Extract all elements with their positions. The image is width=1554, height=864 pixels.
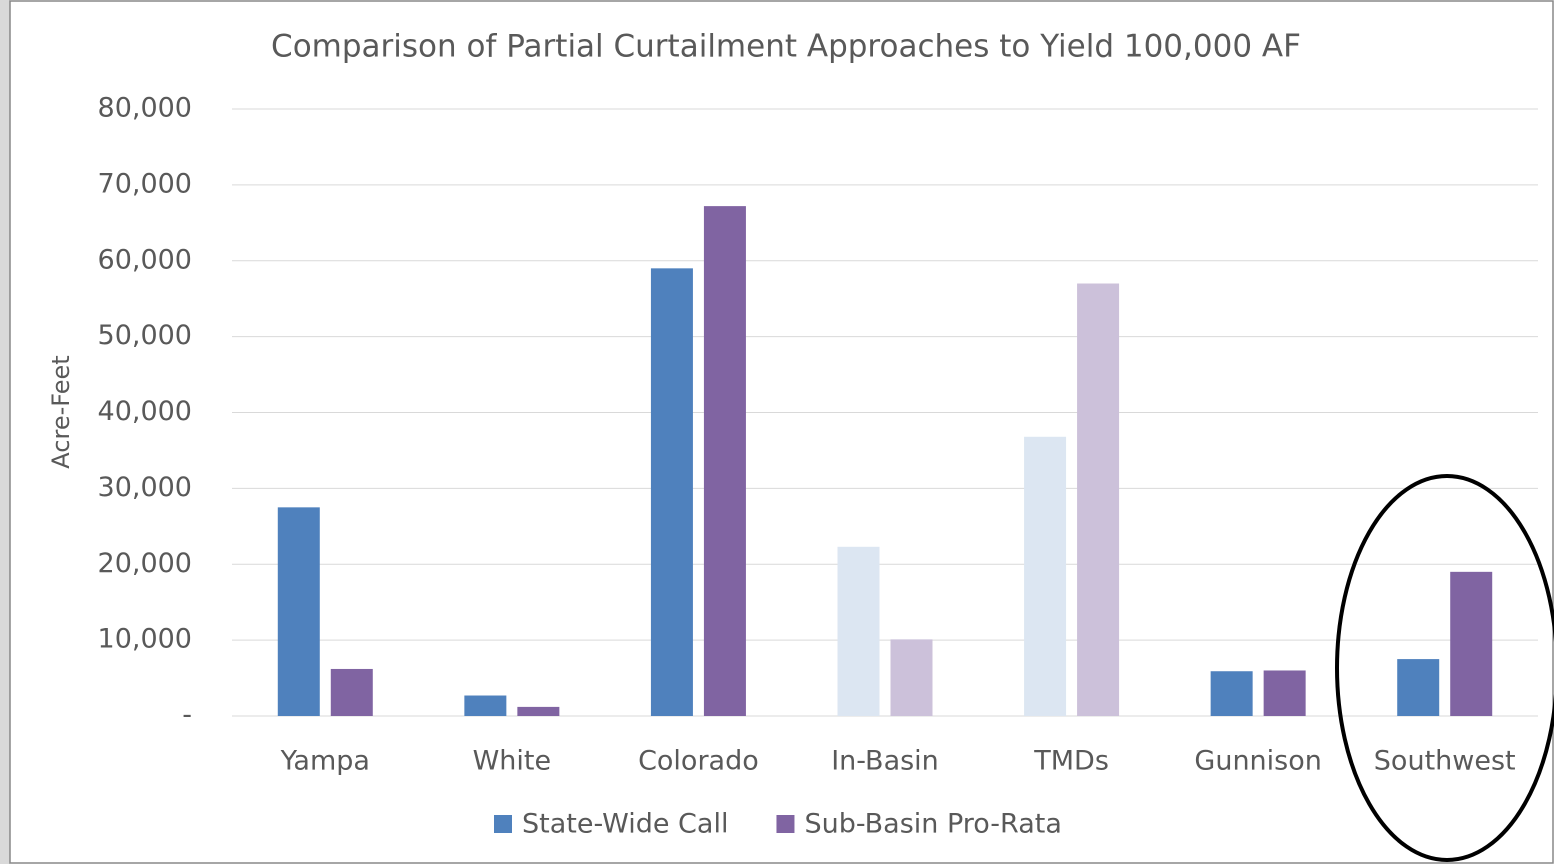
bar [517, 706, 560, 716]
y-tick-label: 70,000 [98, 168, 192, 199]
y-axis-title: Acre-Feet [47, 355, 75, 468]
grid [232, 108, 1538, 717]
highlight-ellipse [1335, 474, 1554, 862]
left-edge [0, 0, 10, 864]
x-tick-label: Colorado [638, 746, 759, 777]
bar [650, 268, 693, 716]
bar [330, 668, 373, 716]
bars [277, 206, 1493, 716]
x-tick-label: Yampa [280, 746, 370, 777]
legend-label: State-Wide Call [522, 809, 728, 840]
bar [1210, 671, 1253, 716]
y-tick-label: 10,000 [98, 624, 192, 655]
x-tick-label: Southwest [1374, 746, 1516, 777]
bar [1263, 670, 1306, 716]
legend-swatch [776, 815, 795, 833]
bar [277, 507, 320, 716]
x-tick-label: TMDs [1033, 746, 1109, 777]
y-tick-label: - [182, 700, 192, 731]
y-tick-label: 20,000 [98, 548, 192, 579]
x-tick-label: In-Basin [831, 746, 939, 777]
bar [1024, 436, 1067, 716]
legend-swatch [494, 815, 512, 833]
chart-frame [9, 0, 1554, 864]
bar [703, 206, 746, 716]
bar [1450, 571, 1493, 716]
bar [1397, 659, 1440, 716]
x-tick-label: Gunnison [1194, 746, 1321, 777]
bar [1077, 283, 1120, 716]
y-tick-label: 60,000 [98, 244, 192, 275]
y-tick-label: 80,000 [98, 93, 192, 124]
legend-label: Sub-Basin Pro-Rata [804, 809, 1061, 840]
bar [890, 639, 933, 716]
x-tick-label: White [473, 746, 552, 777]
y-tick-label: 40,000 [98, 396, 192, 427]
y-tick-label: 30,000 [98, 472, 192, 503]
chart-title: Comparison of Partial Curtailment Approa… [271, 29, 1301, 65]
bar [837, 546, 880, 716]
bar [464, 695, 507, 716]
y-tick-label: 50,000 [98, 320, 192, 351]
